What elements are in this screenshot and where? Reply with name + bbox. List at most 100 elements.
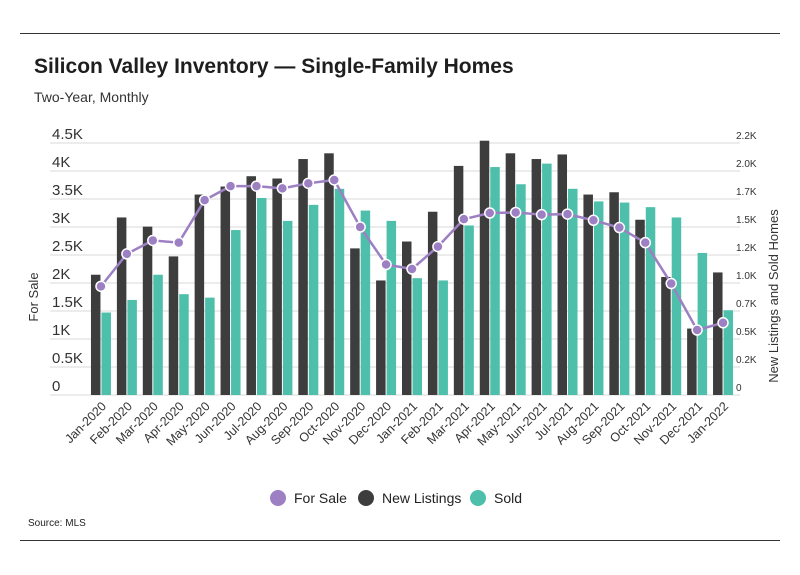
y-right-tick-label: 2.0K (736, 159, 757, 170)
legend-marker (470, 490, 486, 506)
y-right-tick-label: 0 (736, 383, 742, 394)
bar-sold (619, 202, 630, 395)
bar-new-listings (661, 277, 671, 395)
for-sale-point (147, 234, 159, 247)
for-sale-point (354, 221, 366, 233)
bar-new-listings (246, 176, 256, 395)
bar-sold (697, 252, 708, 395)
bar-new-listings (505, 153, 516, 395)
y-right-tick-label: 0.7K (736, 299, 757, 310)
bar-sold (723, 310, 734, 395)
bar-new-listings (713, 272, 723, 395)
bar-sold (127, 299, 137, 395)
top-rule (20, 33, 780, 34)
legend-label: New Listings (382, 490, 461, 506)
chart-subtitle: Two-Year, Monthly (34, 89, 149, 105)
for-sale-point (717, 317, 729, 329)
bar-sold (438, 280, 448, 395)
for-sale-point (484, 207, 496, 219)
bar-new-listings (402, 241, 412, 395)
bar-new-listings (220, 186, 231, 395)
for-sale-point (639, 236, 652, 249)
y-left-axis-title: For Sale (26, 272, 41, 321)
for-sale-point (198, 194, 211, 206)
legend-marker (358, 490, 374, 506)
for-sale-point (613, 221, 626, 234)
bar-new-listings (324, 153, 334, 395)
bar-sold (334, 188, 345, 395)
bar-new-listings (116, 217, 127, 395)
bar-new-listings (376, 280, 386, 395)
bar-new-listings (453, 165, 464, 395)
for-sale-point (509, 206, 522, 219)
bar-new-listings (194, 194, 205, 395)
bar-sold (231, 230, 241, 395)
chart-title: Silicon Valley Inventory — Single-Family… (34, 55, 514, 78)
for-sale-point (458, 213, 470, 225)
y-left-tick-label: 0 (52, 378, 60, 395)
for-sale-point (224, 180, 237, 192)
y-left-tick-label: 4.5K (52, 126, 83, 143)
bar-sold (593, 201, 604, 395)
bar-new-listings (609, 192, 619, 395)
bar-sold (282, 220, 293, 395)
for-sale-point (250, 180, 263, 192)
bottom-rule (20, 540, 780, 541)
y-right-tick-label: 1.2K (736, 243, 757, 254)
bar-sold (205, 297, 215, 395)
for-sale-point (406, 263, 418, 275)
y-right-tick-label: 0.5K (736, 327, 757, 338)
bar-sold (671, 217, 682, 395)
y-left-tick-label: 3K (52, 210, 70, 227)
bar-new-listings (687, 328, 697, 395)
bar-new-listings (635, 219, 645, 395)
bar-sold (412, 278, 422, 395)
for-sale-point (328, 174, 340, 186)
for-sale-point (302, 177, 315, 190)
y-left-tick-label: 4K (52, 154, 70, 171)
bar-sold (645, 207, 656, 395)
y-left-tick-label: 2K (52, 266, 70, 283)
y-right-tick-label: 0.2K (736, 355, 757, 366)
for-sale-point (587, 214, 600, 227)
bar-sold (568, 188, 578, 395)
for-sale-point (95, 280, 107, 293)
for-sale-point (172, 236, 185, 249)
y-left-tick-label: 0.5K (52, 350, 83, 367)
bar-new-listings (531, 159, 542, 395)
y-left-tick-label: 3.5K (52, 182, 83, 199)
bar-sold (464, 225, 474, 395)
source-note: Source: MLS (28, 518, 86, 529)
bar-sold (179, 294, 189, 395)
y-left-tick-label: 2.5K (52, 238, 83, 255)
bar-sold (308, 204, 319, 395)
for-sale-point (691, 324, 703, 336)
bar-sold (101, 312, 111, 395)
bar-sold (153, 274, 163, 395)
y-right-tick-label: 1.7K (736, 187, 757, 198)
bar-new-listings (557, 154, 568, 395)
for-sale-point (665, 277, 677, 290)
bar-sold (386, 220, 397, 395)
for-sale-point (121, 248, 133, 260)
bar-new-listings (583, 194, 593, 395)
y-right-tick-label: 1.5K (736, 215, 757, 226)
bar-new-listings (427, 211, 438, 395)
for-sale-point (535, 208, 548, 221)
y-left-tick-label: 1K (52, 322, 70, 339)
legend-label: Sold (494, 490, 522, 506)
bar-new-listings (479, 140, 490, 395)
for-sale-point (276, 182, 289, 195)
bar-new-listings (168, 256, 179, 395)
legend-label: For Sale (294, 490, 347, 506)
bar-sold (360, 210, 371, 395)
bar-sold (256, 197, 267, 395)
bar-new-listings (350, 248, 360, 395)
y-right-tick-label: 1.0K (736, 271, 757, 282)
legend-marker (270, 490, 286, 506)
y-left-tick-label: 1.5K (52, 294, 83, 311)
bar-sold (542, 163, 552, 395)
bar-new-listings (298, 159, 308, 395)
y-right-axis-title: New Listings and Sold Homes (766, 209, 781, 383)
